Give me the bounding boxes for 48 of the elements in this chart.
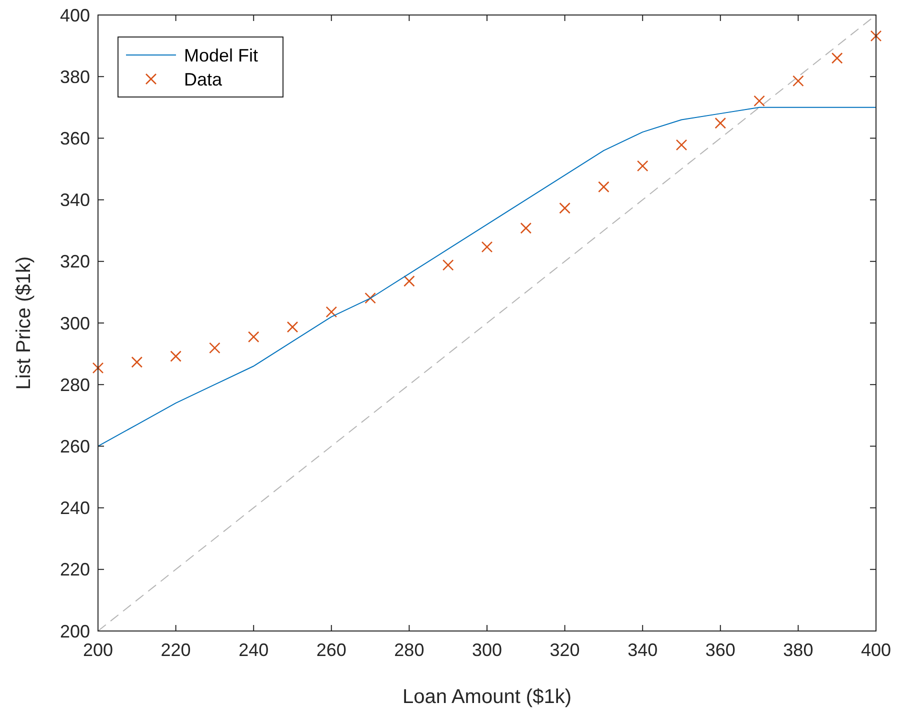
point [209, 342, 220, 354]
legend-label: Data [184, 69, 224, 90]
y-tick-label: 400 [60, 5, 90, 26]
point [481, 241, 493, 253]
x-tick-label: 400 [860, 640, 892, 660]
y-tick-label: 280 [60, 374, 90, 395]
x-tick-label: 360 [705, 640, 736, 660]
point [676, 139, 688, 151]
point [598, 181, 610, 193]
y-axis-title: List Price ($1k) [13, 256, 35, 390]
point [714, 117, 726, 129]
point [520, 222, 532, 234]
x-tick-label: 280 [394, 640, 424, 660]
x-axis-title: Loan Amount ($1k) [402, 686, 572, 708]
point [170, 350, 182, 362]
x-tick-label: 220 [160, 640, 191, 660]
y-tick-label: 200 [60, 621, 90, 642]
y-tick-label: 360 [60, 128, 90, 148]
point [286, 321, 298, 333]
legend-label: Model Fit [184, 45, 258, 66]
point [636, 160, 648, 172]
point [792, 75, 804, 87]
x-tick-label: 240 [238, 640, 269, 660]
point [754, 95, 765, 107]
x-tick-label: 380 [783, 640, 814, 660]
point [326, 306, 338, 318]
point [404, 275, 415, 287]
point [831, 52, 843, 64]
point [870, 30, 882, 42]
point [248, 331, 260, 343]
x-tick-label: 340 [628, 640, 658, 660]
y-tick-label: 260 [60, 436, 90, 456]
y-tick-label: 220 [60, 560, 90, 580]
x-tick-label: 300 [472, 640, 502, 660]
y-tick-label: 320 [60, 252, 90, 272]
point [364, 292, 376, 304]
x-tick-label: 320 [550, 640, 580, 660]
point [559, 202, 570, 214]
x-tick-label: 200 [82, 640, 114, 660]
x-tick-label: 260 [316, 640, 346, 660]
line-series [98, 106, 876, 447]
point [442, 259, 454, 271]
y-tick-label: 240 [60, 498, 90, 518]
point [131, 356, 143, 368]
y-tick-label: 380 [60, 66, 90, 87]
y-tick-label: 300 [60, 313, 90, 334]
y-tick-label: 340 [60, 190, 90, 210]
point [92, 362, 104, 374]
